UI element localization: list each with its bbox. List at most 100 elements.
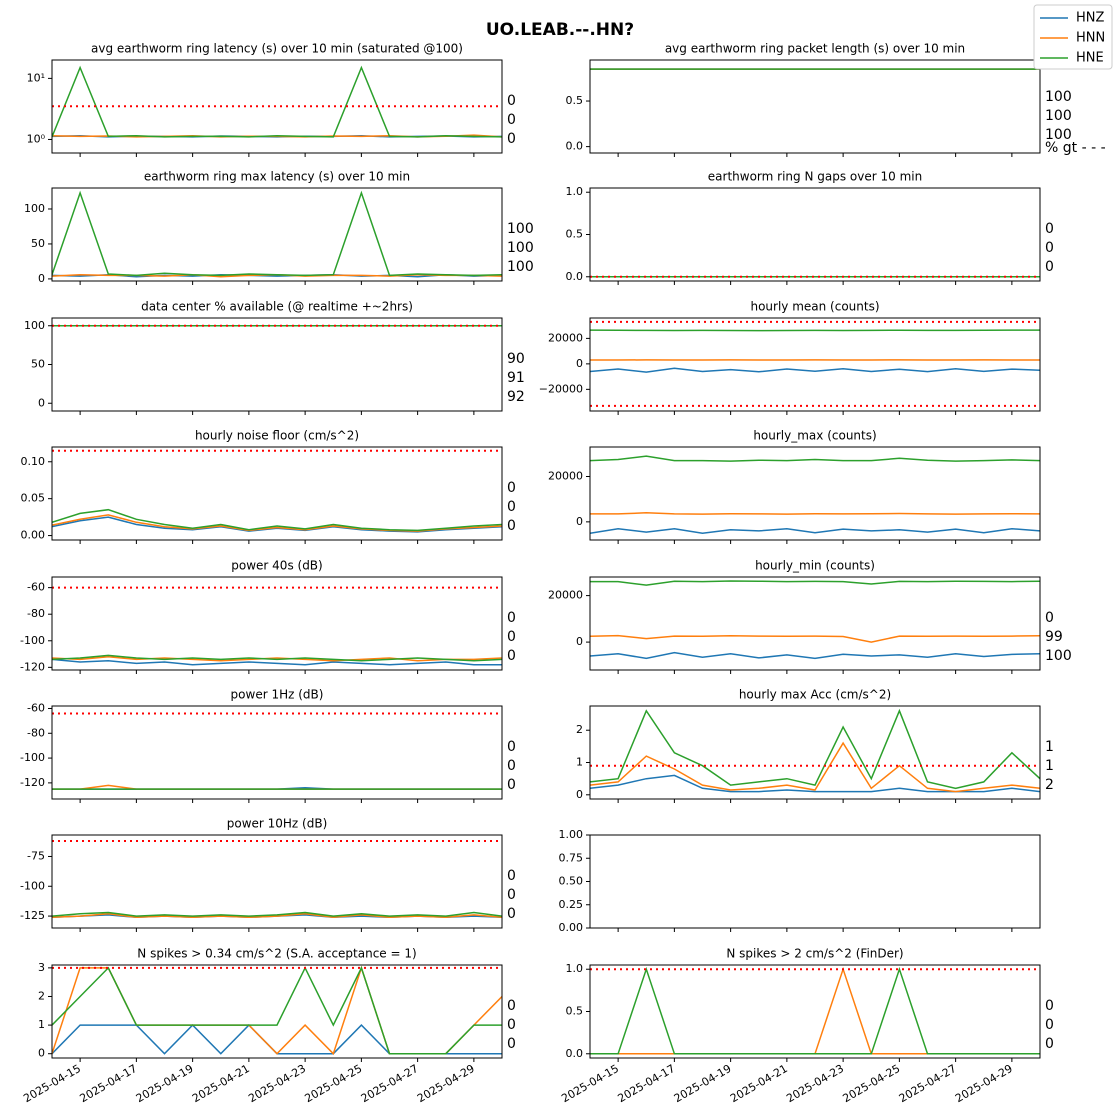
y-tick-label: -100 [20,879,45,892]
x-tick-label: 2025-04-15 [21,1062,83,1105]
panel-frame [589,576,1041,671]
panel-title: power 10Hz (dB) [227,817,328,831]
side-value: 0 [507,887,516,903]
side-value: 90 [507,351,525,367]
panel-frame [51,834,503,929]
y-tick-label: 0 [576,515,583,528]
panel-frame [51,59,503,154]
side-value: 0 [1045,240,1054,256]
x-tick-label: 2025-04-19 [672,1062,734,1105]
panel-title: earthworm ring N gaps over 10 min [708,170,922,184]
series-line [590,634,1040,643]
side-value: 2 [1045,777,1054,793]
side-value: 0 [1045,610,1054,626]
y-tick-label: 0.5 [566,94,584,107]
y-tick-label: -100 [20,751,45,764]
series-line [590,367,1040,373]
series-line [52,508,502,532]
panel-title: power 40s (dB) [231,559,322,573]
series-line [590,708,1040,790]
x-tick-label: 2025-04-27 [359,1062,421,1105]
side-value: 100 [1045,648,1072,664]
y-tick-label: 0.05 [21,492,46,505]
side-value: 0 [507,1017,516,1033]
side-value: 0 [1045,221,1054,237]
series-line [590,966,1040,1055]
legend-label: HNZ [1076,11,1105,26]
panel-title: earthworm ring max latency (s) over 10 m… [144,170,410,184]
series-line [52,655,502,662]
y-tick-label: 100 [24,202,45,215]
panel-frame [51,964,503,1059]
y-tick-label: 1.0 [566,962,584,975]
panel-title: N spikes > 2 cm/s^2 (FinDer) [726,947,903,961]
side-value: 100 [1045,89,1072,105]
x-tick-label: 2025-04-23 [784,1062,846,1105]
x-tick-label: 2025-04-25 [303,1062,365,1105]
panel-title: hourly_max (counts) [753,429,876,443]
series-line [52,912,502,919]
y-tick-label: -80 [27,726,45,739]
y-tick-label: -125 [20,909,45,922]
side-value: 0 [507,131,516,147]
y-tick-label: 0.0 [566,140,584,153]
legend-label: HNE [1076,51,1104,66]
note: % gt - - - [1045,140,1106,156]
series-line [52,965,502,1055]
side-value: 100 [507,221,534,237]
side-value: 0 [507,777,516,793]
figure-title: UO.LEAB.--.HN? [486,20,634,40]
series-line [52,911,502,917]
x-tick-label: 2025-04-25 [841,1062,903,1105]
legend-box [1033,4,1113,70]
y-tick-label: -80 [27,607,45,620]
y-tick-label: -60 [27,701,45,714]
panel-title: power 1Hz (dB) [231,688,324,702]
x-tick-label: 2025-04-15 [559,1062,621,1105]
panel-title: avg earthworm ring latency (s) over 10 m… [91,42,463,56]
panel-frame [589,834,1041,929]
y-tick-label: 1 [38,1018,45,1031]
panel-frame [589,705,1041,800]
panel-frame [589,59,1041,154]
y-tick-label: 10¹ [27,71,45,84]
y-tick-label: 2 [38,989,45,1002]
side-value: 1 [1045,739,1054,755]
x-tick-label: 2025-04-21 [190,1062,252,1105]
series-line [590,741,1040,793]
y-tick-label: 2 [576,723,583,736]
x-tick-label: 2025-04-29 [415,1062,477,1105]
y-tick-label: 0 [38,1047,45,1060]
x-tick-label: 2025-04-19 [134,1062,196,1105]
panel-frame [589,446,1041,541]
y-tick-label: 20000 [548,589,583,602]
y-tick-label: -120 [20,776,45,789]
series-line [590,774,1040,793]
side-value: 0 [1045,259,1054,275]
side-value: 0 [507,629,516,645]
side-value: 0 [507,480,516,496]
panel-frame [51,317,503,412]
y-tick-label: -75 [27,849,45,862]
series-line [590,455,1040,462]
x-tick-label: 2025-04-17 [78,1062,140,1105]
series-line [52,65,502,138]
panel-title: hourly max Acc (cm/s^2) [739,688,891,702]
side-value: 0 [1045,1036,1054,1052]
side-value: 100 [1045,127,1072,143]
panel-title: hourly mean (counts) [750,300,879,314]
panel-frame [589,187,1041,282]
series-line [52,965,502,1056]
series-line [590,580,1040,586]
series-line [52,658,502,666]
side-value: 0 [507,93,516,109]
panel-frame [589,964,1041,1059]
y-tick-label: 0.0 [566,270,584,283]
y-tick-label: -100 [20,634,45,647]
side-value: 0 [1045,1017,1054,1033]
y-tick-label: 0.0 [566,1047,584,1060]
y-tick-label: 0 [576,357,583,370]
panel-title: avg earthworm ring packet length (s) ove… [665,42,965,56]
series-line [590,512,1040,515]
y-tick-label: 1.00 [559,828,584,841]
